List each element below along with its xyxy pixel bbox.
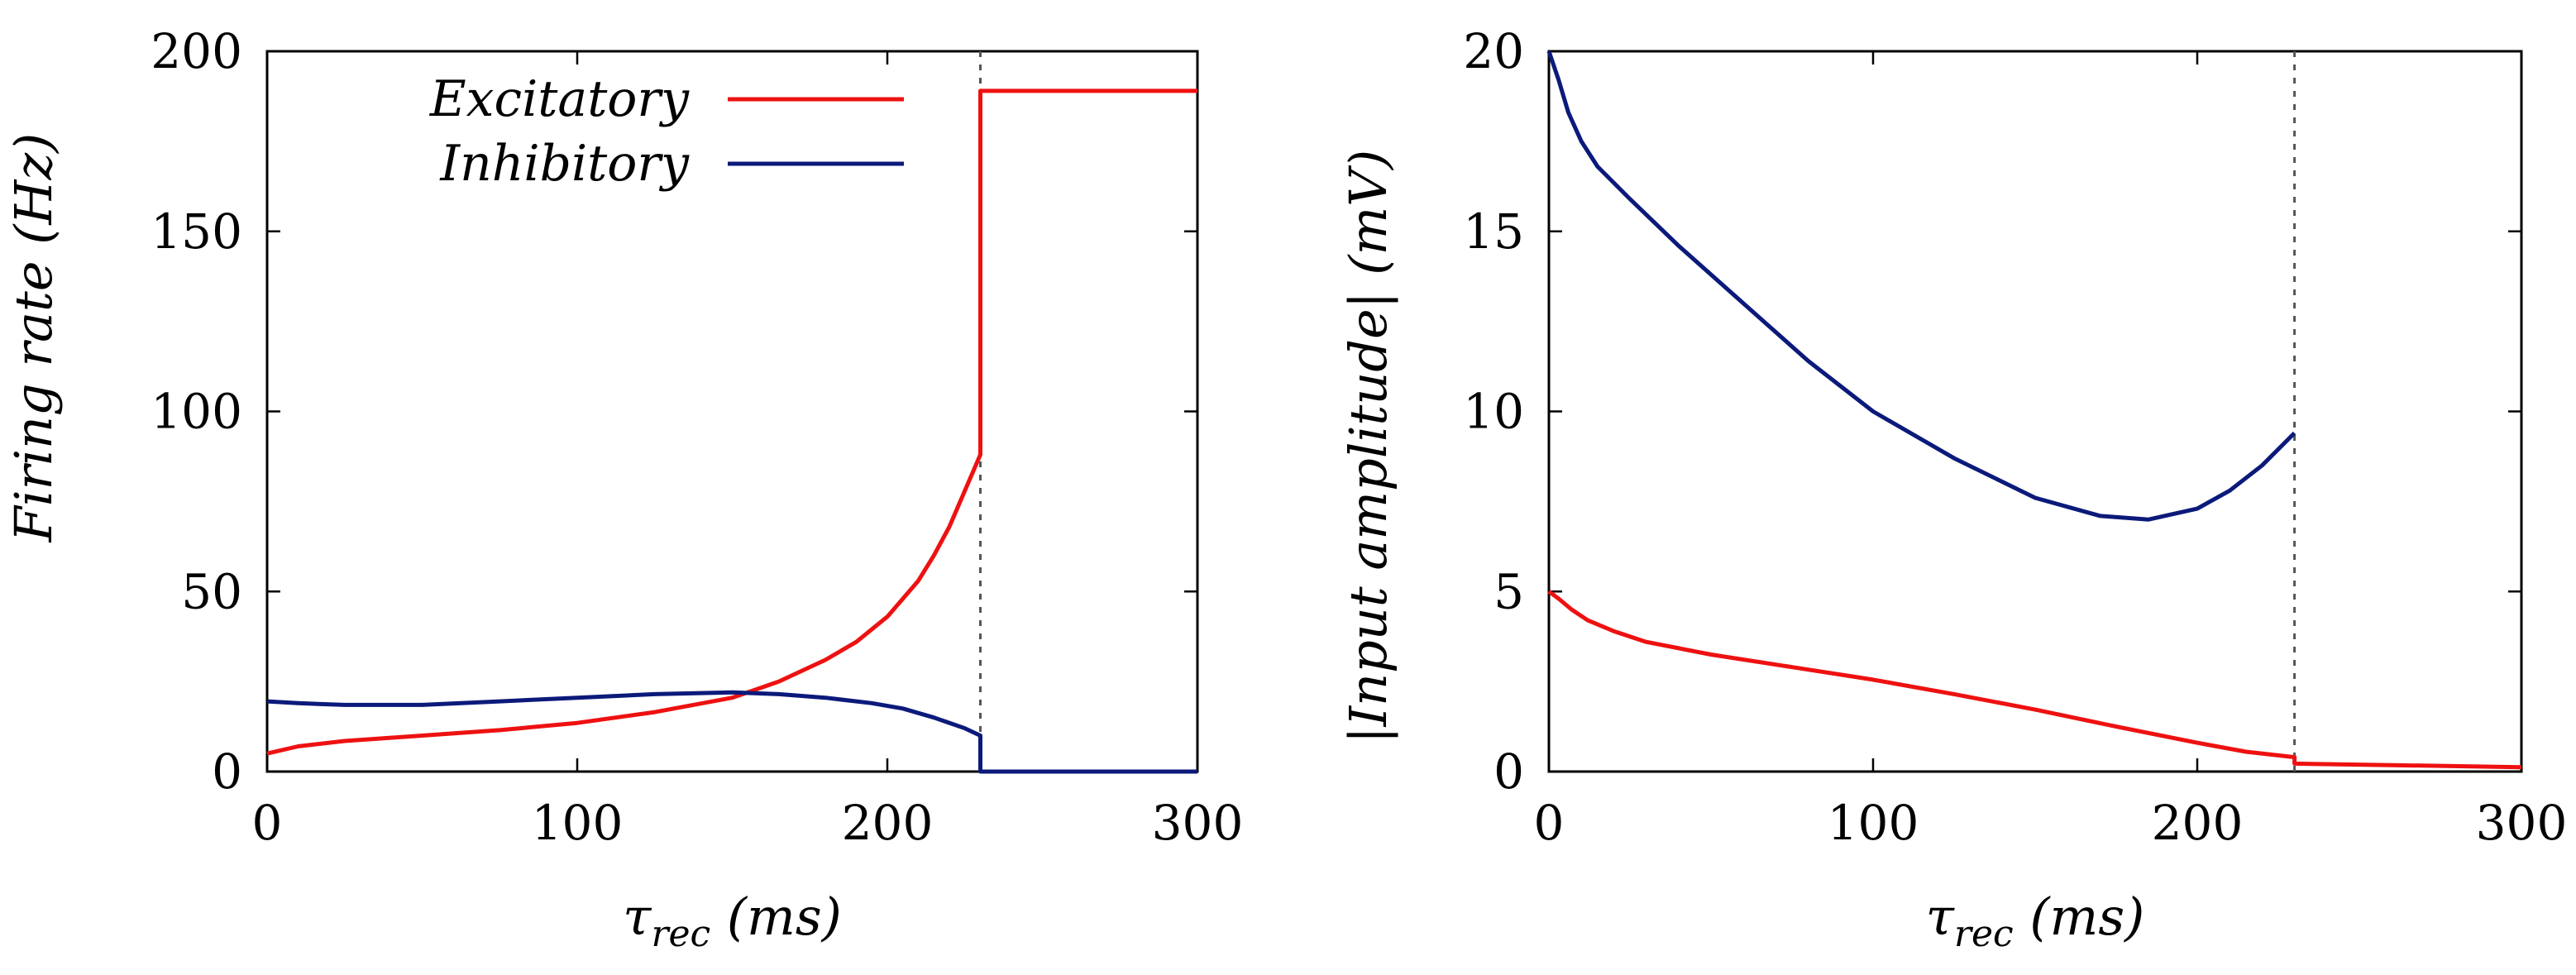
x-tick-label: 0 [1534,795,1565,851]
series-line-inhibitory [1546,50,2296,522]
y-tick-label: 200 [151,23,242,79]
plot-frame [1547,50,2523,773]
plot-frame [265,50,1199,773]
y-axis-title: |Input amplitude| (mV) [1338,150,1398,743]
series-line-excitatory [266,88,1197,756]
x-tick-label: 200 [2152,795,2244,851]
series-line-inhibitory [266,690,1197,774]
y-tick-label: 5 [1494,563,1524,619]
y-tick-label: 0 [212,743,242,800]
x-axis-title: τrec (ms) [1926,887,2145,955]
x-tick-label: 200 [842,795,934,851]
y-tick-label: 0 [1494,743,1524,800]
y-axis-title: Firing rate (Hz) [3,133,64,543]
x-axis-title: τrec (ms) [623,887,842,955]
y-tick-label: 100 [151,384,242,440]
x-tick-label: 100 [1828,795,1919,851]
legend-label-excitatory: Excitatory [429,70,690,128]
legend-label-inhibitory: Inhibitory [439,135,690,193]
x-tick-label: 0 [252,795,283,851]
legend: Excitatory Inhibitory [429,70,904,193]
x-tick-label: 300 [1152,795,1244,851]
series-line-excitatory [1547,590,2522,770]
x-tick-label: 100 [532,795,624,851]
x-tick-label: 300 [2476,795,2568,851]
y-tick-label: 50 [181,563,242,619]
y-tick-label: 150 [151,203,242,260]
input-amplitude-chart: 0 100 200 300 0 5 10 15 20 τrec (ms) |Input amplit… [1338,23,2567,955]
y-tick-label: 20 [1463,23,1524,79]
y-tick-label: 10 [1463,384,1524,440]
y-tick-label: 15 [1463,203,1524,260]
